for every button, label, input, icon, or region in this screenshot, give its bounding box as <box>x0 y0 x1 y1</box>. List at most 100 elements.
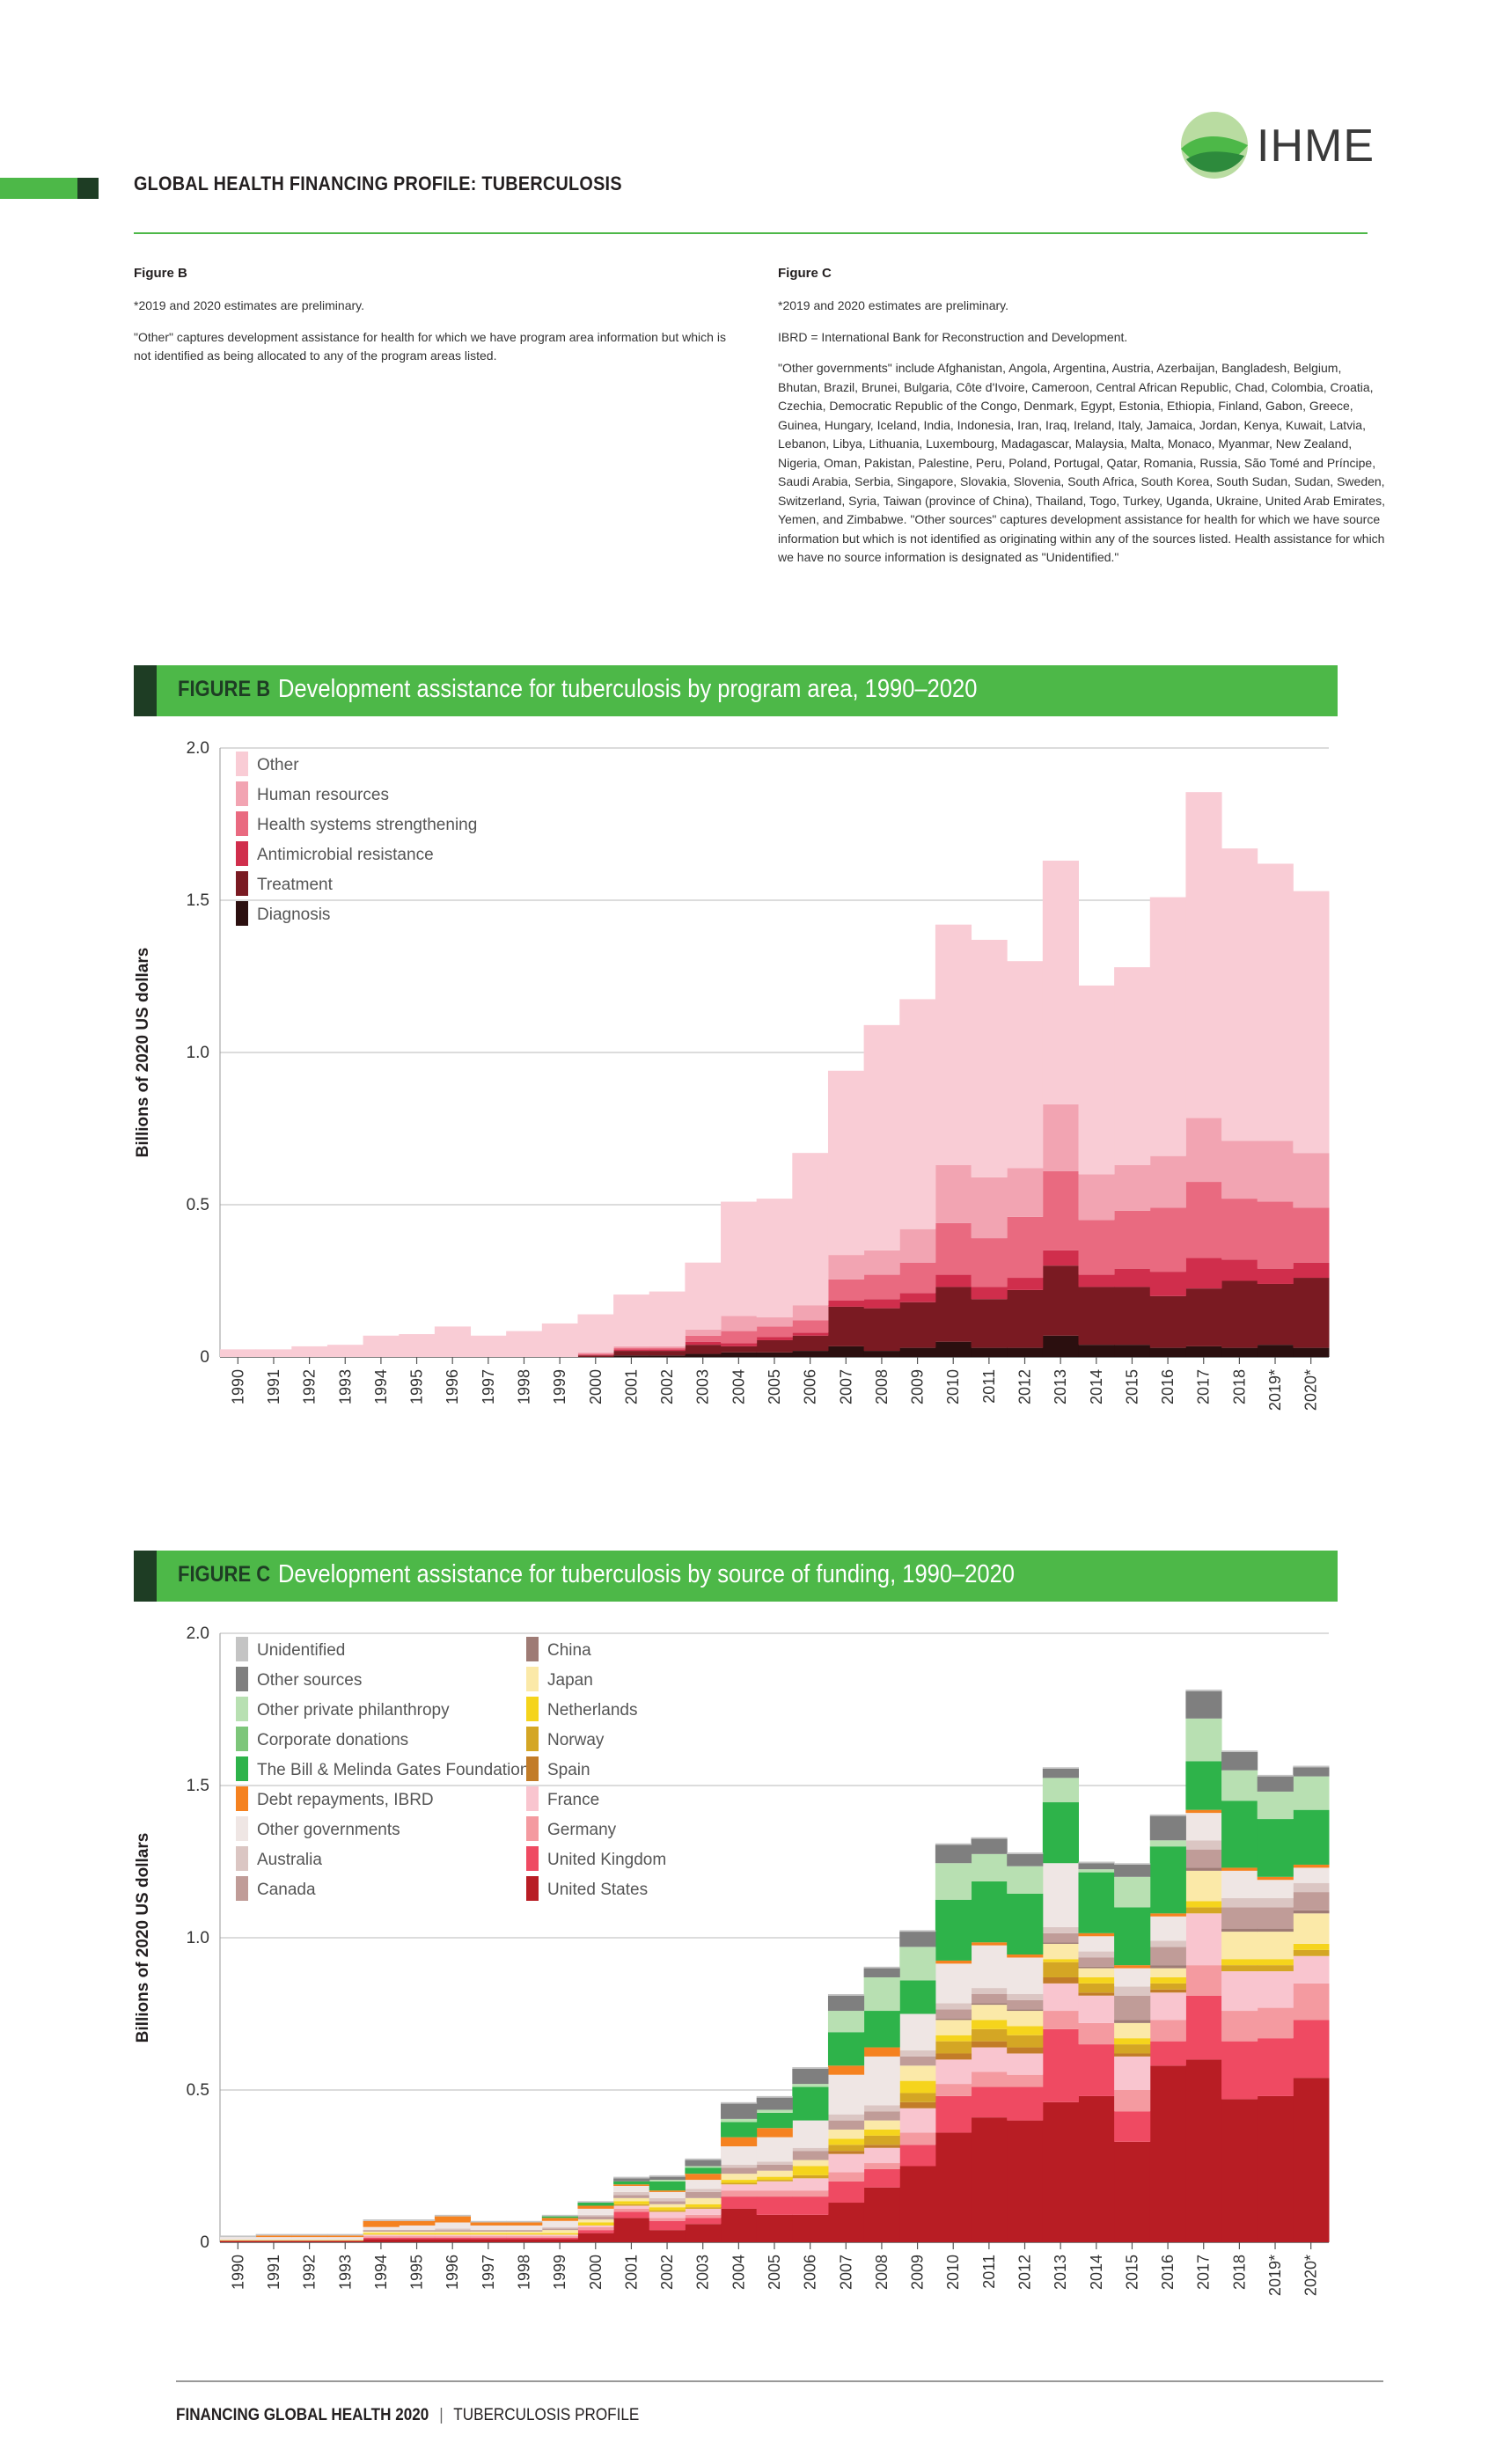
bar-segment <box>291 1346 328 1357</box>
bar-segment <box>613 2208 650 2212</box>
bar-segment <box>1149 2020 1186 2042</box>
x-tick-label: 1999 <box>551 2255 568 2290</box>
legend-swatch <box>526 1727 539 1751</box>
bar-segment <box>827 2114 865 2121</box>
bar-segment <box>971 2047 1008 2072</box>
y-tick-label: 0.5 <box>187 2081 209 2100</box>
bar-segment <box>613 2197 650 2202</box>
x-tick-label: 1998 <box>515 2255 532 2290</box>
bar-segment <box>1007 1347 1044 1357</box>
bar-segment <box>1221 1750 1258 1752</box>
bar-segment <box>899 1293 936 1302</box>
bar-segment <box>1042 1802 1079 1864</box>
bar-segment <box>363 2237 400 2240</box>
bar-segment <box>1114 1968 1151 1987</box>
bar-segment <box>541 2228 578 2231</box>
bar-segment <box>220 2240 257 2241</box>
bar-segment <box>792 2160 829 2167</box>
bar-segment <box>541 1323 578 1357</box>
bar-segment <box>721 2196 758 2209</box>
x-tick-label: 2013 <box>1052 2255 1069 2290</box>
bar-segment <box>1257 1776 1294 1792</box>
bar-segment <box>1185 1849 1222 1868</box>
bar-segment <box>971 1853 1008 1881</box>
bar-segment <box>935 2095 972 2133</box>
bar-segment <box>827 1300 865 1307</box>
bar-segment <box>363 2236 400 2238</box>
x-tick-label: 2017 <box>1195 2255 1213 2290</box>
bar-segment <box>1042 1335 1079 1357</box>
y-tick-label: 1.5 <box>187 891 209 910</box>
bar-segment <box>1221 848 1258 1141</box>
bar-segment <box>577 1353 614 1355</box>
legend-swatch <box>236 781 248 806</box>
x-tick-label: 2010 <box>944 1369 962 1404</box>
bar-segment <box>935 2059 972 2085</box>
bar-segment <box>1149 1916 1186 1941</box>
bar-segment <box>935 2053 972 2060</box>
bar-segment <box>1257 1283 1294 1346</box>
bar-segment <box>577 2233 614 2242</box>
legend-swatch <box>236 871 248 896</box>
bar-segment <box>935 1899 972 1961</box>
bar-segment <box>434 2216 472 2223</box>
bar-segment <box>434 2228 472 2231</box>
bar-segment <box>899 2101 936 2108</box>
bar-segment <box>649 1349 686 1352</box>
bar-segment <box>756 2097 793 2110</box>
bar-segment <box>1149 1815 1186 1841</box>
bar-segment <box>721 2180 758 2183</box>
bar-segment <box>326 2240 364 2242</box>
x-tick-label: 1994 <box>372 2255 390 2290</box>
bar-segment <box>363 2230 400 2232</box>
x-tick-label: 2010 <box>944 2255 962 2290</box>
bar-segment <box>935 1844 972 1864</box>
bar-segment <box>1078 1863 1115 1870</box>
bar-segment <box>577 1355 614 1357</box>
bar-segment <box>756 2109 793 2113</box>
legend-label: Other <box>257 756 299 774</box>
bar-segment <box>721 2103 758 2119</box>
bar-segment <box>577 2201 614 2204</box>
bar-segment <box>1257 1791 1294 1820</box>
bar-segment <box>971 1988 1008 1995</box>
bar-segment <box>1078 1872 1115 1933</box>
bar-segment <box>577 1314 614 1353</box>
bar-segment <box>971 1287 1008 1300</box>
bar-segment <box>935 2041 972 2054</box>
bar-segment <box>1221 1928 1258 1932</box>
bar-segment <box>685 2180 722 2189</box>
bar-segment <box>792 2147 829 2152</box>
figure-b-notes: Figure B *2019 and 2020 estimates are pr… <box>134 266 741 378</box>
legend-label: Unidentified <box>257 1641 345 1660</box>
bar-segment <box>792 2068 829 2085</box>
legend-swatch <box>526 1816 539 1841</box>
bar-segment <box>1114 1863 1151 1865</box>
bar-segment <box>1257 1774 1294 1777</box>
bar-segment <box>649 2190 686 2192</box>
bar-segment <box>721 2146 758 2165</box>
x-tick-label: 2001 <box>622 1369 640 1404</box>
bar-segment <box>685 2197 722 2204</box>
bar-segment <box>792 1305 829 1321</box>
bar-segment <box>685 2166 722 2168</box>
bar-segment <box>363 1335 400 1357</box>
bar-segment <box>971 1177 1008 1239</box>
bar-segment <box>649 2210 686 2212</box>
bar-segment <box>1149 1940 1186 1947</box>
bar-segment <box>1293 1943 1330 1950</box>
bar-segment <box>363 2233 400 2235</box>
footer-publication: FINANCING GLOBAL HEALTH 2020 <box>176 2406 429 2424</box>
x-tick-label: 2006 <box>802 2255 819 2290</box>
bar-segment <box>685 2160 722 2167</box>
figure-b-notes-title: Figure B <box>134 266 187 281</box>
bar-segment <box>1185 1718 1222 1762</box>
bar-segment <box>863 1299 900 1309</box>
bar-segment <box>1078 1966 1115 1969</box>
x-tick-label: 2016 <box>1159 2255 1177 2290</box>
bar-segment <box>613 2218 650 2242</box>
bar-segment <box>1042 1943 1079 1960</box>
bar-segment <box>721 2174 758 2181</box>
bar-segment <box>363 2219 400 2221</box>
bar-segment <box>1221 1959 1258 1966</box>
